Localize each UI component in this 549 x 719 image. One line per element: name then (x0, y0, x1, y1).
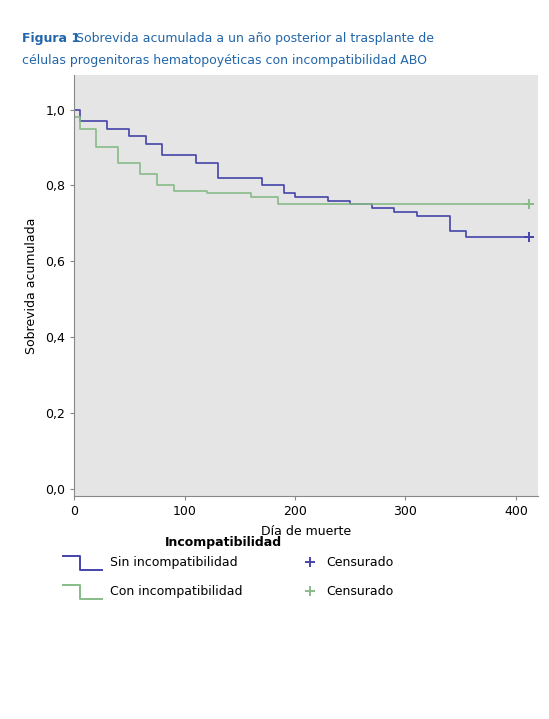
Y-axis label: Sobrevida acumulada: Sobrevida acumulada (25, 218, 38, 354)
Text: Censurado: Censurado (327, 585, 394, 597)
X-axis label: Día de muerte: Día de muerte (261, 525, 351, 538)
Text: Sin incompatibilidad: Sin incompatibilidad (110, 556, 237, 569)
Text: Sobrevida acumulada a un año posterior al trasplante de: Sobrevida acumulada a un año posterior a… (72, 32, 434, 45)
Text: Censurado: Censurado (327, 556, 394, 569)
Text: Con incompatibilidad: Con incompatibilidad (110, 585, 242, 597)
Text: células progenitoras hematopoyéticas con incompatibilidad ABO: células progenitoras hematopoyéticas con… (22, 54, 427, 67)
Text: Figura 1: Figura 1 (22, 32, 80, 45)
Text: Incompatibilidad: Incompatibilidad (165, 536, 282, 549)
